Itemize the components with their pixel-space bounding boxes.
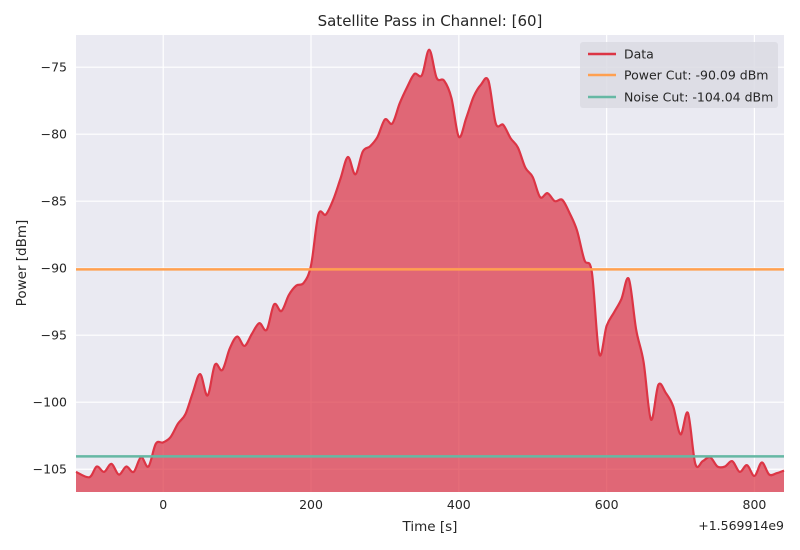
y-tick-label: −75 xyxy=(41,60,67,75)
y-axis-label: Power [dBm] xyxy=(14,220,30,307)
x-tick-label: 200 xyxy=(299,497,323,512)
cut-lines xyxy=(76,268,784,458)
x-tick-label: 600 xyxy=(595,497,619,512)
data-line xyxy=(75,48,785,479)
data-area-fill xyxy=(76,49,784,492)
x-tick-label: 800 xyxy=(743,497,767,512)
x-offset-label: +1.569914e9 xyxy=(698,518,784,533)
legend-label-power-cut: Power Cut: -90.09 dBm xyxy=(624,68,768,83)
y-tick-label: −85 xyxy=(41,194,67,209)
y-tick-label: −95 xyxy=(41,328,67,343)
tick-labels: 0 200 400 600 800 −75 −80 −85 −90 −95 −100 −105 xyxy=(33,60,767,512)
y-tick-label: −80 xyxy=(41,127,67,142)
x-axis-label: Time [s] xyxy=(402,519,458,535)
legend-label-noise-cut: Noise Cut: -104.04 dBm xyxy=(624,90,773,105)
x-tick-label: 0 xyxy=(159,497,167,512)
y-tick-label: −90 xyxy=(41,261,67,276)
y-tick-label: −100 xyxy=(33,395,67,410)
area-layer xyxy=(75,48,785,492)
legend: Data Power Cut: -90.09 dBm Noise Cut: -1… xyxy=(580,42,778,108)
x-tick-label: 400 xyxy=(447,497,471,512)
legend-label-data: Data xyxy=(624,47,654,62)
legend-box xyxy=(580,42,778,108)
chart-title: Satellite Pass in Channel: [60] xyxy=(318,12,543,30)
y-tick-label: −105 xyxy=(33,462,67,477)
